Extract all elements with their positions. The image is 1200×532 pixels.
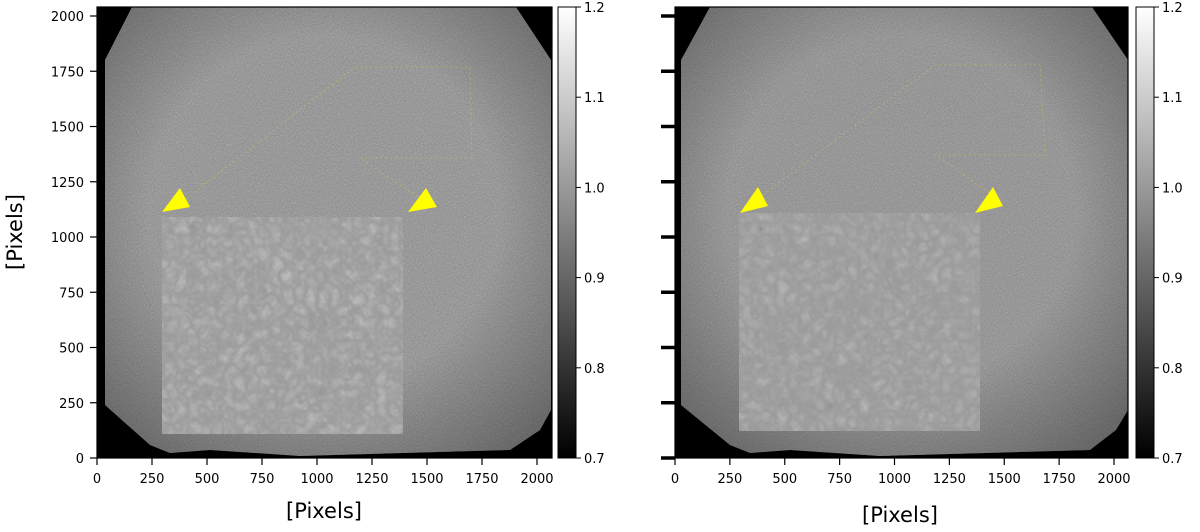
right-axes-frame: [674, 6, 1129, 459]
colorbar-tick-label: 1.0: [1162, 181, 1183, 196]
left-x-axis-label: [Pixels]: [286, 499, 362, 523]
x-tick-label: 750: [250, 472, 275, 487]
x-tick-label: 1500: [988, 472, 1021, 487]
x-tick-label: 1250: [933, 472, 966, 487]
x-tick-label: 0: [93, 472, 101, 487]
colorbar-tick-label: 0.9: [1162, 272, 1183, 287]
y-tick-label: 750: [59, 286, 84, 301]
left-inset: [162, 217, 403, 434]
x-tick-label: 500: [772, 472, 797, 487]
y-tick-label: 1500: [51, 121, 84, 136]
left-axes-frame: [96, 6, 553, 459]
y-tick-label: 1250: [51, 176, 84, 191]
right-image: [675, 7, 1128, 458]
colorbar-tick-label: 1.2: [584, 1, 605, 16]
left-y-axis-label: [Pixels]: [3, 194, 27, 270]
right-inset: [739, 213, 980, 431]
right-x-axis-label: [Pixels]: [862, 503, 938, 527]
arrow-marker-2: [408, 188, 437, 212]
arrow-marker-1: [162, 188, 190, 212]
right-y-axis: [661, 14, 675, 460]
colorbar-tick-label: 1.1: [584, 91, 605, 106]
x-tick-label: 250: [140, 472, 165, 487]
x-tick-label: 750: [827, 472, 852, 487]
colorbar-tick-label: 1.2: [1162, 1, 1183, 16]
left-y-axis: 0 250 500 750 1000 1250 1500 1750 2000: [51, 10, 97, 467]
colorbar-tick-label: 1.0: [584, 181, 605, 196]
x-tick-label: 1750: [1043, 472, 1076, 487]
x-tick-label: 1750: [465, 472, 498, 487]
left-colorbar: [557, 6, 577, 459]
colorbar-tick-label: 0.9: [584, 272, 605, 287]
y-tick-label: 1750: [51, 65, 84, 80]
x-tick-label: 500: [195, 472, 220, 487]
colorbar-tick-label: 0.8: [584, 362, 605, 377]
colorbar-tick-label: 0.7: [584, 452, 605, 467]
right-x-axis: 0 250 500 750 1000 1250 1500 1750 2000: [671, 458, 1131, 487]
left-x-axis: 0 250 500 750 1000 1250 1500 1750 2000: [93, 458, 554, 487]
x-tick-label: 250: [717, 472, 742, 487]
left-panel: 0 250 500 750 1000 1250 1500 1750 2000 0 250 500 75…: [3, 1, 605, 523]
x-tick-label: 0: [671, 472, 679, 487]
x-tick-label: 1250: [355, 472, 388, 487]
left-image: [97, 7, 552, 458]
y-tick-label: 0: [76, 452, 84, 467]
right-colorbar: [1135, 6, 1155, 459]
x-tick-label: 1000: [300, 472, 333, 487]
colorbar-tick-label: 1.1: [1162, 91, 1183, 106]
right-zoom-outline: [754, 64, 1046, 202]
arrow-marker-4: [975, 187, 1003, 213]
y-tick-label: 250: [59, 397, 84, 412]
y-tick-label: 500: [59, 342, 84, 357]
x-tick-label: 1000: [878, 472, 911, 487]
y-tick-label: 1000: [51, 231, 84, 246]
colorbar-tick-label: 0.8: [1162, 362, 1183, 377]
colorbar-tick-label: 0.7: [1162, 452, 1183, 467]
right-panel: 0 250 500 750 1000 1250 1500 1750 2000 [Pixels] …: [661, 1, 1183, 527]
left-colorbar-axis: 0.7 0.8 0.9 1.0 1.1 1.2: [576, 1, 605, 467]
y-tick-label: 2000: [51, 10, 84, 25]
x-tick-label: 2000: [520, 472, 553, 487]
x-tick-label: 2000: [1097, 472, 1130, 487]
x-tick-label: 1500: [410, 472, 443, 487]
arrow-marker-3: [740, 187, 768, 213]
left-zoom-outline: [177, 66, 473, 206]
right-colorbar-axis: 0.7 0.8 0.9 1.0 1.1 1.2: [1154, 1, 1183, 467]
